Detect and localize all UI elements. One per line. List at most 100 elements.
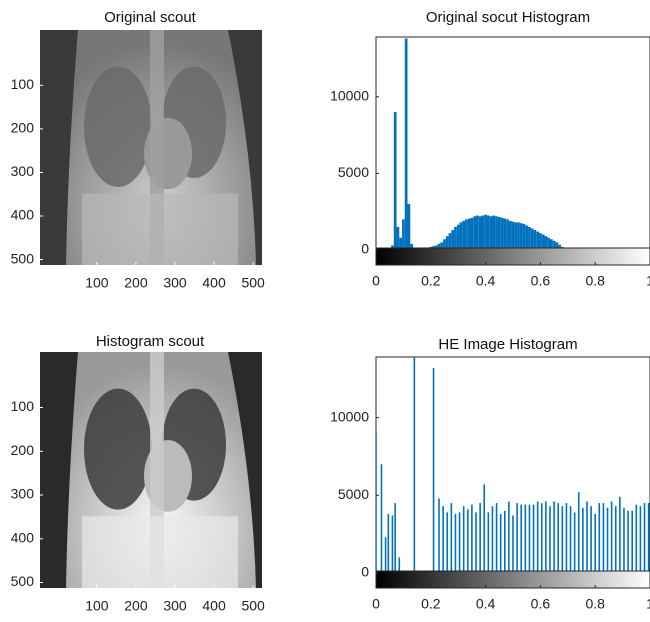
y-tick-label: 100 xyxy=(11,398,35,414)
x-tick-label: 0 xyxy=(372,273,380,289)
histogram-bar xyxy=(495,216,498,250)
x-tick-label: 0.4 xyxy=(476,596,496,612)
chart-title: HE Image Histogram xyxy=(438,336,577,353)
histogram-bar xyxy=(456,224,460,250)
histogram-bar xyxy=(476,215,479,250)
histogram-bar xyxy=(451,230,455,250)
x-tick-label: 0.2 xyxy=(421,596,441,612)
histogram-bar xyxy=(478,216,482,250)
x-tick-label: 200 xyxy=(124,275,148,291)
histogram-bar xyxy=(552,240,556,250)
histogram-bar xyxy=(525,225,529,250)
y-tick-label: 300 xyxy=(11,486,35,502)
x-tick-label: 200 xyxy=(124,598,148,614)
x-tick-label: 0.6 xyxy=(531,596,551,612)
lung xyxy=(84,388,152,510)
x-tick-label: 0.2 xyxy=(421,273,441,289)
x-tick-label: 0 xyxy=(372,596,380,612)
y-tick-label: 100 xyxy=(11,76,35,92)
histogram-bar xyxy=(396,227,400,250)
histogram-bar xyxy=(508,220,512,250)
histogram-bar xyxy=(440,242,444,250)
histogram-bar xyxy=(459,222,463,250)
histogram-bar xyxy=(519,223,523,250)
histogram-bar xyxy=(497,217,501,250)
histogram-bar xyxy=(528,227,531,250)
x-tick-label: 100 xyxy=(85,598,109,614)
y-tick-label: 5000 xyxy=(338,164,369,180)
histogram-bar xyxy=(402,219,405,250)
histogram-bar xyxy=(484,214,487,250)
histogram-bar xyxy=(393,112,397,250)
histogram-bar xyxy=(407,204,411,250)
histogram-bar xyxy=(511,221,515,250)
x-tick-label: 500 xyxy=(241,275,265,291)
histogram-bar xyxy=(437,243,441,250)
y-tick-label: 0 xyxy=(361,241,369,257)
x-tick-label: 500 xyxy=(241,598,265,614)
histogram-bar xyxy=(445,236,449,250)
histogram-bar xyxy=(503,218,507,250)
y-tick-label: 500 xyxy=(11,573,35,589)
colorbar xyxy=(375,247,650,266)
histogram-bar xyxy=(533,230,537,250)
histogram-bar xyxy=(486,215,490,250)
histogram-bar xyxy=(481,215,485,250)
histogram-bar xyxy=(544,236,548,250)
histogram-bar xyxy=(514,222,518,250)
y-tick-label: 10000 xyxy=(330,408,369,424)
x-tick-label: 0.8 xyxy=(585,273,605,289)
lung xyxy=(84,66,152,187)
histogram-bar xyxy=(539,233,542,250)
y-tick-label: 400 xyxy=(11,207,35,223)
y-tick-label: 0 xyxy=(361,564,369,580)
histogram-bar xyxy=(558,244,561,250)
abdomen xyxy=(82,516,238,588)
x-tick-label: 400 xyxy=(202,275,226,291)
y-tick-label: 200 xyxy=(11,442,35,458)
histogram-bar xyxy=(522,223,526,250)
plot-area xyxy=(375,36,650,251)
x-tick-label: 0.8 xyxy=(585,596,605,612)
histogram-bar xyxy=(399,237,403,250)
histogram-bar xyxy=(410,243,413,250)
y-tick-label: 10000 xyxy=(330,87,369,103)
xray-image xyxy=(40,352,262,588)
histogram-bar xyxy=(467,218,471,250)
histogram-bar xyxy=(536,231,540,250)
x-tick-label: 1 xyxy=(646,596,650,612)
x-tick-label: 400 xyxy=(202,598,226,614)
xray-image xyxy=(40,30,262,265)
abdomen xyxy=(82,193,238,265)
histogram-bar xyxy=(547,237,550,250)
histogram-bar xyxy=(470,217,474,250)
x-tick-label: 0.6 xyxy=(531,273,551,289)
x-tick-label: 1 xyxy=(646,273,650,289)
chart-title: Original scout xyxy=(104,9,197,26)
histogram-bar xyxy=(404,38,408,250)
y-tick-label: 300 xyxy=(11,163,35,179)
chart-title: Original socut Histogram xyxy=(426,9,590,26)
histogram-bar xyxy=(506,219,509,250)
x-tick-label: 0.4 xyxy=(476,273,496,289)
x-tick-label: 300 xyxy=(163,275,187,291)
y-tick-label: 200 xyxy=(11,120,35,136)
colorbar xyxy=(375,570,650,589)
chart-title: Histogram scout xyxy=(96,333,205,350)
histogram-bar xyxy=(465,219,468,250)
histogram-bar xyxy=(473,216,477,250)
y-tick-label: 500 xyxy=(11,250,35,266)
histogram-bar xyxy=(489,216,493,250)
histogram-bar xyxy=(443,239,446,250)
histogram-bar xyxy=(454,227,457,250)
histogram-bar xyxy=(492,215,496,250)
x-tick-label: 300 xyxy=(163,598,187,614)
histogram-bar xyxy=(517,222,520,250)
histogram-bar xyxy=(448,233,452,250)
histogram-bar xyxy=(462,220,466,250)
bars xyxy=(376,357,650,573)
histogram-bar xyxy=(555,242,559,250)
y-tick-label: 400 xyxy=(11,529,35,545)
y-tick-label: 5000 xyxy=(338,486,369,502)
